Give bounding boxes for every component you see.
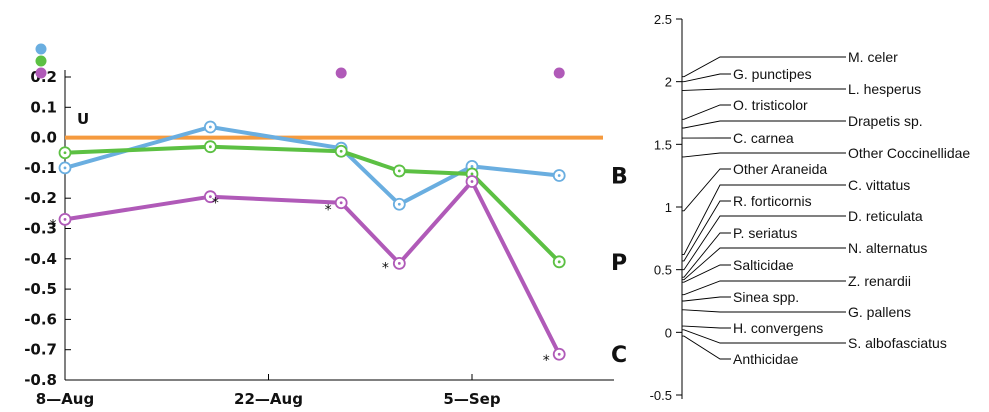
x-tick-label: 5—Sep	[443, 390, 500, 408]
series-end-label-P: P	[611, 251, 627, 276]
species-label: D. reticulata	[848, 208, 923, 224]
data-point-center-C	[63, 218, 67, 221]
series-line-P	[63, 144, 562, 264]
species-label: R. forticornis	[733, 193, 812, 209]
top-dot-C	[553, 67, 565, 79]
leader-line	[682, 280, 846, 296]
reference-label-u: U	[77, 110, 89, 128]
species-label: Sinea spp.	[733, 289, 799, 305]
species-label: G. pallens	[848, 304, 911, 320]
data-point-center-C	[339, 201, 343, 205]
y-tick-label: -0.6	[24, 310, 57, 328]
leader-line	[682, 247, 846, 281]
species-label: Other Coccinellidae	[848, 145, 970, 161]
significance-star: *	[325, 203, 332, 219]
data-point-center-P	[208, 145, 212, 149]
right-y-tick-label: 2	[665, 75, 672, 90]
y-tick-label: -0.1	[24, 159, 57, 177]
data-point-center-P	[557, 260, 561, 264]
data-point-center-B	[557, 174, 561, 177]
species-label: N. alternatus	[848, 240, 927, 256]
data-point-center-P	[470, 172, 474, 176]
data-point-center-P	[397, 169, 401, 173]
series-end-label-C: C	[611, 343, 627, 368]
significance-star: *	[50, 217, 57, 233]
data-point-center-C	[470, 180, 474, 183]
species-label: Z. renardii	[848, 273, 911, 289]
leader-line	[682, 200, 731, 262]
species-label: Salticidae	[733, 257, 794, 273]
leader-line	[682, 152, 846, 158]
right-y-tick-label: -0.5	[650, 388, 672, 403]
right-y-tick-label: 1	[665, 200, 672, 215]
right-y-tick-label: 2.5	[654, 12, 672, 27]
species-label: H. convergens	[733, 320, 823, 336]
data-point-center-B	[470, 164, 474, 168]
right-y-tick-label: 0	[665, 325, 672, 340]
leader-line	[682, 296, 731, 302]
leader-line	[682, 120, 846, 129]
species-label: Drapetis sp.	[848, 113, 923, 129]
significance-star: *	[543, 353, 550, 369]
dendrogram-axis-chart: 2.5 2 1.5 1 0.5 0 -0.5 M. celer G. punctipes L. h…	[650, 12, 971, 403]
significance-star: *	[382, 260, 389, 276]
species-label: C. vittatus	[848, 177, 910, 193]
series-line-C	[63, 179, 562, 357]
significance-star: *	[212, 196, 219, 212]
species-label: O. tristicolor	[733, 97, 808, 113]
leader-line	[682, 168, 731, 212]
species-label: P. seriatus	[733, 225, 797, 241]
x-tick-label: 8—Aug	[36, 390, 94, 408]
leader-line	[682, 325, 731, 329]
top-dot-C	[35, 67, 47, 79]
time-series-chart: 0.20.10.0-0.1-0.2-0.3-0.4-0.5-0.6-0.7-0.…	[24, 43, 628, 408]
species-label: L. hesperus	[848, 81, 921, 97]
data-point-center-C	[208, 195, 212, 199]
leader-line	[682, 335, 731, 360]
data-point-center-B	[208, 125, 212, 129]
leader-line	[682, 104, 731, 120]
leader-line	[682, 329, 846, 344]
top-dot-P	[35, 55, 47, 67]
species-label: G. punctipes	[733, 66, 812, 82]
top-dot-C	[335, 67, 347, 79]
data-point-center-P	[63, 151, 67, 155]
data-point-center-P	[339, 149, 343, 153]
y-tick-label: 0.1	[30, 98, 57, 116]
y-tick-label: -0.7	[24, 341, 57, 359]
leader-line	[682, 309, 846, 313]
leader-line	[682, 73, 731, 83]
data-point-center-C	[397, 261, 401, 265]
right-y-tick-label: 0.5	[654, 263, 672, 278]
y-tick-label: -0.8	[24, 371, 57, 389]
y-tick-label: 0.0	[30, 129, 57, 147]
y-tick-label: -0.3	[24, 220, 57, 238]
x-tick-label: 22—Aug	[234, 390, 303, 408]
species-label: S. albofasciatus	[848, 335, 947, 351]
data-point-center-C	[557, 352, 561, 356]
y-tick-label: -0.2	[24, 189, 57, 207]
top-dot-B	[35, 43, 47, 55]
leader-line	[682, 264, 731, 283]
species-label: Other Araneida	[733, 161, 827, 177]
y-tick-label: -0.5	[24, 280, 57, 298]
species-label: M. celer	[848, 49, 898, 65]
leader-line	[682, 184, 846, 256]
y-tick-label: -0.4	[24, 250, 57, 268]
series-end-label-B: B	[611, 164, 628, 189]
data-point-center-B	[397, 202, 401, 206]
leader-line	[682, 232, 731, 278]
species-label: Anthicidae	[733, 351, 799, 367]
series-line-B	[63, 125, 562, 207]
species-label: C. carnea	[733, 130, 794, 146]
leader-line	[682, 215, 846, 271]
right-y-tick-label: 1.5	[654, 137, 672, 152]
data-point-center-B	[63, 166, 67, 170]
leader-line	[682, 56, 846, 78]
leader-line	[682, 88, 846, 91]
